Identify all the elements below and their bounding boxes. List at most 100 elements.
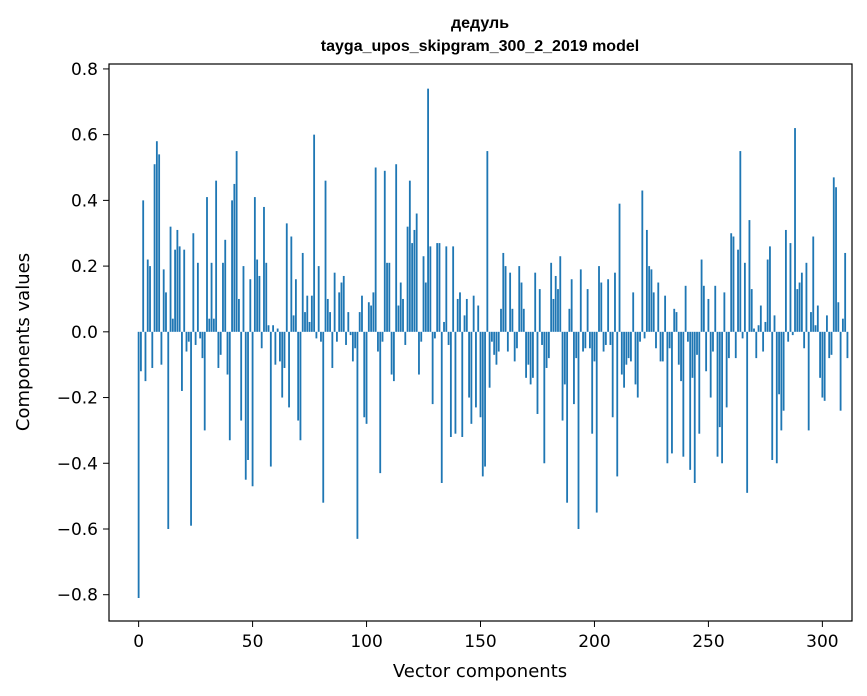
bar <box>304 312 306 332</box>
bar <box>354 331 357 349</box>
bar <box>440 331 443 483</box>
bar <box>798 282 801 332</box>
bar <box>725 331 728 408</box>
bar <box>625 331 628 365</box>
y-axis-label: Components values <box>13 253 34 431</box>
bar <box>707 298 710 332</box>
y-tick-label: 0.0 <box>71 323 98 343</box>
bar <box>176 229 179 332</box>
bar <box>538 289 541 332</box>
bar <box>698 331 701 434</box>
y-tick-label: −0.8 <box>57 586 98 606</box>
bar <box>240 331 243 421</box>
bar <box>210 262 213 332</box>
bar <box>294 279 297 332</box>
bar <box>743 262 746 332</box>
bar <box>796 289 799 332</box>
bar <box>728 331 730 359</box>
bar <box>178 246 181 332</box>
bar <box>392 331 395 382</box>
bar <box>290 236 293 332</box>
bar <box>140 331 142 372</box>
bar <box>367 302 370 332</box>
bar <box>789 243 792 332</box>
bar <box>345 331 347 345</box>
bar <box>199 331 202 339</box>
bar <box>702 285 705 332</box>
bar <box>812 236 815 332</box>
bar <box>222 262 224 332</box>
bar <box>557 289 559 332</box>
bar <box>452 246 455 332</box>
bar <box>778 331 780 395</box>
bar <box>661 331 664 362</box>
bar <box>181 331 183 391</box>
bar <box>511 308 514 332</box>
bar <box>532 331 534 378</box>
bar <box>212 318 215 332</box>
bar <box>614 272 616 332</box>
bar <box>155 141 158 332</box>
bar <box>563 331 566 385</box>
bar <box>342 275 345 332</box>
bar <box>516 331 518 349</box>
bar <box>791 331 794 336</box>
bar <box>759 305 762 332</box>
bar <box>313 134 316 332</box>
plot-frame <box>108 63 853 622</box>
bar <box>709 331 712 398</box>
x-tick-label: 250 <box>692 632 724 652</box>
bar <box>269 331 272 467</box>
bar <box>748 220 751 332</box>
bar <box>370 305 373 332</box>
bar <box>477 305 480 332</box>
bar <box>235 151 238 332</box>
bar <box>306 295 309 332</box>
bar <box>611 331 614 418</box>
bar <box>301 252 304 332</box>
bar <box>137 331 140 598</box>
bar <box>169 226 172 332</box>
bar <box>381 331 384 342</box>
bar <box>527 331 530 365</box>
bar <box>386 262 388 332</box>
bar <box>260 331 263 349</box>
bar <box>454 331 457 434</box>
bar <box>447 331 450 345</box>
bar <box>475 331 477 408</box>
bar <box>208 318 211 332</box>
bar <box>509 272 512 332</box>
bar <box>630 331 632 362</box>
bar <box>666 331 669 464</box>
bar <box>153 164 156 332</box>
bar <box>372 292 375 332</box>
bar <box>142 200 145 332</box>
bar <box>718 331 721 428</box>
bar <box>363 331 366 418</box>
bar <box>577 331 580 529</box>
bar <box>771 331 774 460</box>
bar <box>174 249 176 332</box>
bar <box>320 331 322 342</box>
bar <box>782 331 785 411</box>
bar <box>689 331 692 470</box>
bar <box>823 331 826 401</box>
bar <box>766 259 769 332</box>
bar <box>365 331 368 424</box>
bar <box>830 331 833 355</box>
bar <box>484 331 486 467</box>
bar <box>520 282 523 332</box>
bar <box>490 331 493 342</box>
bar <box>593 331 596 362</box>
bar <box>696 331 698 355</box>
x-axis-label: Vector components <box>393 661 567 682</box>
bar <box>588 331 591 349</box>
bar <box>700 259 703 332</box>
bar <box>636 331 639 398</box>
bar <box>671 331 673 454</box>
bar <box>541 331 543 345</box>
bar <box>712 331 714 352</box>
bar <box>819 331 821 378</box>
bar <box>411 243 414 332</box>
